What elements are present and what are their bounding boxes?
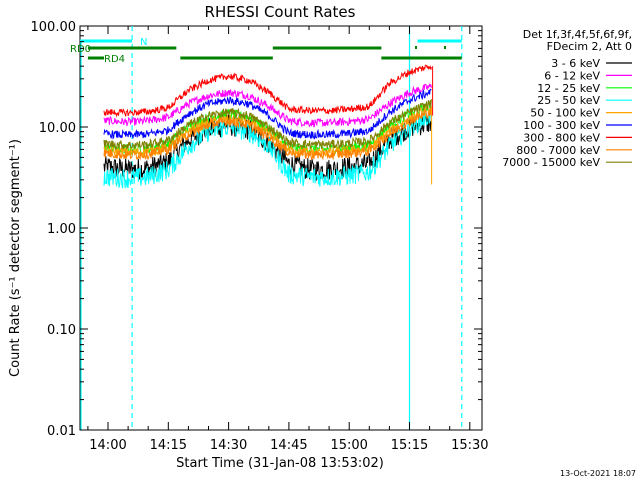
series-line-6 xyxy=(103,64,432,118)
legend-label-1: 6 - 12 keV xyxy=(544,69,600,82)
legend-label-6: 300 - 800 keV xyxy=(523,131,600,144)
legend: Det 1f,3f,4f,5f,6f,9f,FDecim 2, Att 0 3 -… xyxy=(502,28,632,169)
y-tick-label: 100.00 xyxy=(31,20,77,35)
legend-label-7: 800 - 7000 keV xyxy=(516,144,600,157)
series-line-3 xyxy=(103,108,432,189)
x-tick-label: 15:00 xyxy=(330,438,367,453)
flag-label-rd0: RD0 xyxy=(70,44,91,55)
legend-header-0: Det 1f,3f,4f,5f,6f,9f, xyxy=(523,28,632,41)
legend-label-0: 3 - 6 keV xyxy=(551,57,600,70)
flag-dot-1 xyxy=(444,46,446,49)
legend-label-5: 100 - 300 keV xyxy=(523,119,600,132)
flag-dot-0 xyxy=(415,46,417,49)
x-tick-label: 15:30 xyxy=(451,438,488,453)
y-tick-label: 0.01 xyxy=(47,424,76,439)
plot-frame xyxy=(79,25,483,431)
series-line-7 xyxy=(103,108,432,161)
flag-label-n: N xyxy=(140,37,147,48)
axes: 0.01 0.10 1.00 10.00 100.00 14:00 14:15 14:30 14… xyxy=(31,20,489,453)
flag-bars: N RD0 RD4 xyxy=(70,37,462,65)
series-line-5 xyxy=(103,88,432,140)
generation-timestamp: 13-Oct-2021 18:07 xyxy=(560,469,636,478)
x-tick-label: 15:15 xyxy=(391,438,428,453)
series-line-8 xyxy=(103,99,432,151)
vertical-markers xyxy=(80,26,463,430)
x-tick-label: 14:45 xyxy=(270,438,307,453)
x-axis-label: Start Time (31-Jan-08 13:53:02) xyxy=(176,456,384,471)
data-series xyxy=(103,64,434,189)
legend-label-3: 25 - 50 keV xyxy=(537,94,600,107)
y-tick-label: 10.00 xyxy=(39,121,76,136)
legend-label-4: 50 - 100 keV xyxy=(530,107,600,120)
legend-header-1: FDecim 2, Att 0 xyxy=(547,40,632,53)
x-tick-label: 14:15 xyxy=(150,438,187,453)
legend-label-2: 12 - 25 keV xyxy=(537,82,600,95)
legend-label-8: 7000 - 15000 keV xyxy=(502,156,600,169)
x-tick-label: 14:00 xyxy=(89,438,126,453)
x-tick-label: 14:30 xyxy=(210,438,247,453)
chart-title: RHESSI Count Rates xyxy=(205,3,356,21)
y-tick-label: 1.00 xyxy=(47,222,76,237)
flag-label-rd4: RD4 xyxy=(104,54,125,65)
plot-border xyxy=(79,25,483,431)
y-axis-label: Count Rate (s⁻¹ detector segment⁻¹) xyxy=(8,139,23,377)
series-line-1 xyxy=(103,83,432,128)
y-tick-label: 0.10 xyxy=(47,323,76,338)
